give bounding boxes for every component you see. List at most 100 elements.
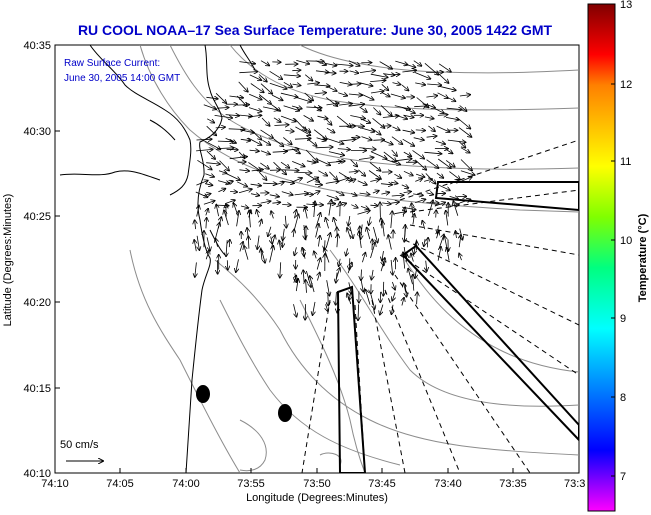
- current-vector: [217, 108, 229, 109]
- current-vector: [262, 139, 270, 145]
- current-vector: [427, 238, 428, 248]
- current-vector: [239, 170, 249, 171]
- current-vector: [381, 192, 389, 194]
- current-vector: [370, 205, 378, 206]
- current-vector: [248, 162, 260, 171]
- current-vector: [239, 72, 257, 73]
- current-vector: [446, 211, 448, 226]
- current-vector: [236, 181, 247, 187]
- current-vector: [283, 105, 300, 111]
- current-vector: [205, 184, 212, 186]
- current-vector: [203, 201, 215, 205]
- surface-current-vectors: [194, 60, 475, 320]
- current-vector: [239, 115, 253, 116]
- current-vector: [305, 304, 306, 320]
- current-vector: [380, 258, 385, 272]
- current-vector: [336, 291, 337, 305]
- current-vector: [402, 138, 415, 146]
- current-vector: [274, 125, 288, 126]
- current-vector: [271, 104, 281, 111]
- current-vector: [282, 170, 299, 171]
- current-vector: [317, 273, 319, 281]
- current-vector: [195, 262, 197, 277]
- current-vector: [224, 210, 229, 226]
- current-vector: [314, 201, 315, 218]
- current-vector: [428, 125, 435, 131]
- colorbar: [587, 3, 616, 512]
- current-vector: [339, 82, 352, 84]
- current-vector: [269, 70, 283, 79]
- current-vector: [390, 93, 405, 98]
- current-vector: [350, 115, 365, 119]
- current-vector: [302, 248, 305, 259]
- current-vector: [269, 82, 287, 89]
- current-vector: [261, 249, 262, 260]
- current-vector: [395, 159, 411, 161]
- current-vector: [271, 236, 273, 244]
- current-vector: [294, 247, 296, 255]
- current-vector: [359, 231, 361, 248]
- current-vector: [203, 194, 211, 196]
- current-vector: [391, 211, 393, 229]
- current-vector: [293, 304, 297, 317]
- current-vector: [350, 84, 361, 85]
- current-vector: [366, 290, 371, 305]
- current-vector: [414, 72, 431, 79]
- current-vector: [196, 139, 212, 140]
- current-vector: [227, 260, 228, 270]
- current-vector: [240, 139, 251, 140]
- current-vector: [402, 70, 416, 72]
- current-vector: [280, 92, 298, 97]
- current-vector: [413, 275, 414, 291]
- current-vector: [415, 130, 425, 131]
- current-vector: [347, 228, 352, 240]
- current-vector: [314, 93, 327, 94]
- current-vector: [349, 71, 359, 73]
- current-vector: [195, 191, 208, 197]
- x-tick-8: 73:35: [499, 478, 527, 490]
- current-vector: [348, 60, 360, 66]
- current-vector: [294, 138, 311, 139]
- current-vector: [226, 240, 227, 256]
- current-vector: [391, 304, 393, 315]
- current-vector: [229, 240, 230, 248]
- current-vector: [215, 223, 220, 238]
- current-vector: [437, 231, 439, 239]
- current-vector: [349, 126, 364, 127]
- current-vector: [326, 280, 330, 295]
- current-vector: [415, 83, 425, 85]
- current-vector: [263, 183, 277, 184]
- current-vector: [324, 72, 336, 73]
- colorbar-label: Temperature (°C): [637, 213, 649, 302]
- current-vector: [313, 105, 321, 111]
- current-vector: [315, 224, 319, 238]
- current-vector: [391, 195, 404, 196]
- current-vector: [439, 184, 450, 190]
- current-vector: [456, 117, 471, 129]
- current-vector: [285, 130, 294, 131]
- current-vector: [405, 225, 406, 240]
- current-vector: [348, 104, 365, 106]
- current-vector: [194, 240, 196, 252]
- current-vector: [304, 194, 313, 195]
- x-tick-4: 73:55: [237, 478, 265, 490]
- current-vector: [360, 206, 369, 209]
- colorbar-tick-1: 13: [620, 0, 632, 11]
- current-vector: [403, 170, 413, 175]
- current-vector: [328, 151, 344, 156]
- current-vector: [348, 171, 358, 172]
- current-vector: [294, 172, 311, 173]
- current-vector: [339, 258, 341, 266]
- current-vector: [424, 62, 438, 75]
- current-vector: [315, 60, 327, 65]
- current-vector: [313, 191, 320, 194]
- current-vector: [336, 178, 349, 183]
- current-vector: [325, 240, 326, 249]
- current-vector: [216, 205, 218, 217]
- y-tick-3: 40:25: [23, 211, 51, 223]
- current-vector: [196, 149, 213, 151]
- current-vector: [250, 83, 264, 93]
- current-vector: [403, 115, 413, 117]
- current-vector: [459, 105, 467, 112]
